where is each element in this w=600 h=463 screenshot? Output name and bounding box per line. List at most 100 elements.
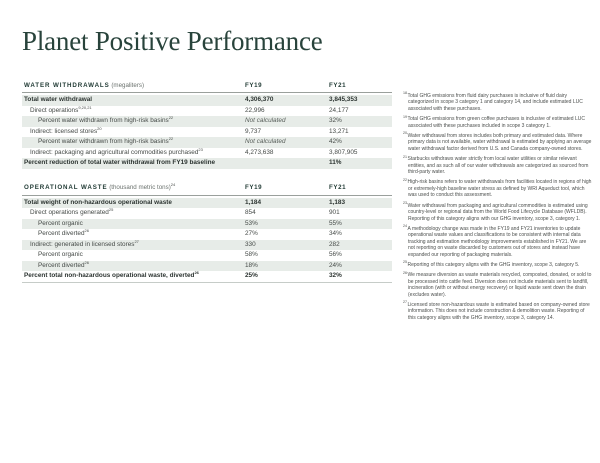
footnote-number: 23	[403, 201, 407, 206]
table-row: Percent reduction of total water withdra…	[22, 158, 392, 169]
table-row: Percent total non-hazardous operational …	[22, 271, 392, 283]
footnote: 25Reporting of this category aligns with…	[403, 260, 580, 268]
table-row: Direct operations generated25 854 901	[22, 208, 392, 219]
row-label: Percent diverted26	[38, 260, 89, 269]
footnote-reference: 26	[84, 260, 89, 265]
table-row: Indirect: packaging and agricultural com…	[22, 148, 392, 159]
table-header-row: OPERATIONAL WASTE (thousand metric tons)…	[22, 183, 392, 196]
footnote-reference: 26	[194, 271, 199, 275]
value-fy19: 58%	[245, 251, 258, 258]
column-header-fy21: FY21	[329, 184, 347, 192]
table-row: Percent organic 58% 56%	[22, 250, 392, 261]
value-fy19: Not calculated	[245, 138, 286, 145]
value-fy19: 9,737	[245, 127, 261, 135]
row-label: Percent organic	[38, 251, 83, 258]
footnotes-column: 18Total GHG emissions from fluid dairy p…	[403, 91, 593, 325]
table-title-caps: OPERATIONAL WASTE	[24, 184, 108, 192]
table-row: Direct operations9,20,21 22,996 24,177	[22, 106, 392, 117]
value-fy19: 27%	[245, 230, 258, 237]
footnote: 21Starbucks withdraws water strictly fro…	[403, 154, 589, 176]
footnote-number: 19	[403, 114, 407, 119]
footnote: 23Water withdrawal from packaging and ag…	[403, 201, 588, 222]
value-fy21: 32%	[329, 117, 342, 124]
table-row: Percent water withdrawn from high-risk b…	[22, 116, 392, 127]
value-fy19: 854	[245, 209, 256, 216]
tables-column: WATER WITHDRAWALS (megaliters) FY19 FY21 To…	[22, 80, 392, 283]
row-label: Direct operations generated25	[30, 208, 114, 216]
value-fy21: 901	[329, 209, 340, 216]
footnote-reference: 27	[134, 239, 139, 244]
value-fy21: 3,845,353	[329, 96, 358, 103]
row-label: Percent reduction of total water withdra…	[24, 159, 216, 166]
footnote-reference: 22	[168, 137, 174, 141]
value-fy21: 24,177	[329, 106, 349, 114]
value-fy21: 55%	[329, 219, 342, 227]
value-fy21: 56%	[329, 251, 342, 258]
value-fy19: 53%	[245, 219, 258, 227]
table-title-caps: WATER WITHDRAWALS	[24, 81, 110, 89]
row-label: Percent diverted26	[38, 229, 89, 237]
footnote-number: 18	[403, 91, 407, 96]
table-title-unit: (megaliters)	[109, 81, 145, 89]
footnote-reference: 22	[168, 116, 174, 120]
table-row: Percent water withdrawn from high-risk b…	[22, 137, 392, 148]
row-label: Indirect: licensed stores20	[30, 126, 102, 135]
value-fy19: 330	[245, 240, 256, 248]
value-fy19: 1,184	[245, 198, 261, 206]
table-title: WATER WITHDRAWALS (megaliters)	[22, 81, 243, 92]
table-row: Percent diverted26 27% 34%	[22, 229, 392, 240]
value-fy21: 24%	[329, 261, 342, 269]
footnote: 18Total GHG emissions from fluid dairy p…	[403, 91, 583, 112]
footnote-reference: 26	[84, 229, 89, 233]
footnote-reference: 24	[170, 183, 176, 188]
page-title: Planet Positive Performance	[22, 26, 323, 56]
footnote: 22High-risk basins refers to water withd…	[403, 177, 592, 199]
value-fy19: 4,273,638	[245, 148, 274, 156]
value-fy21: 13,271	[329, 127, 349, 135]
row-label: Percent water withdrawn from high-risk b…	[38, 116, 174, 124]
column-header-fy21: FY21	[329, 81, 347, 89]
value-fy21: 1,183	[329, 198, 345, 206]
row-label: Total weight of non-hazardous operationa…	[24, 198, 172, 206]
row-label: Total water withdrawal	[24, 96, 93, 103]
value-fy21: 282	[329, 240, 340, 248]
row-label: Indirect: generated in licensed stores27	[30, 239, 139, 248]
row-label: Percent water withdrawn from high-risk b…	[38, 137, 174, 145]
table-row: Percent organic 53% 55%	[22, 218, 392, 229]
value-fy21: 32%	[329, 272, 342, 279]
table-row: Total weight of non-hazardous operationa…	[22, 197, 392, 208]
table-row: Indirect: generated in licensed stores27…	[22, 239, 392, 250]
value-fy21: 42%	[329, 138, 342, 145]
footnote-number: 21	[403, 154, 407, 159]
footnote-reference: 20	[97, 126, 102, 131]
table-title-unit: (thousand metric tons)	[107, 184, 171, 192]
table-header-row: WATER WITHDRAWALS (megaliters) FY19 FY21	[22, 80, 392, 93]
table-operational-waste: OPERATIONAL WASTE (thousand metric tons)…	[22, 183, 392, 283]
footnote-number: 26	[403, 270, 407, 275]
footnote-number: 20	[403, 131, 407, 136]
footnote: 19Total GHG emissions from green coffee …	[403, 114, 585, 129]
table-water-withdrawals: WATER WITHDRAWALS (megaliters) FY19 FY21 To…	[22, 80, 392, 169]
footnote-number: 24	[403, 224, 407, 229]
footnote-number: 22	[403, 177, 407, 182]
value-fy21: 34%	[329, 230, 342, 237]
value-fy19: 4,306,370	[245, 96, 274, 103]
value-fy19: Not calculated	[245, 117, 286, 124]
footnote-number: 27	[403, 300, 407, 305]
value-fy19: 22,996	[245, 106, 265, 114]
footnote-number: 25	[403, 260, 407, 265]
value-fy21: 3,807,905	[329, 148, 358, 156]
column-header-fy19: FY19	[245, 81, 263, 89]
value-fy19: 25%	[245, 272, 258, 279]
footnote: 27Licensed store non-hazardous waste is …	[403, 300, 590, 321]
footnote-reference: 9,20,21	[78, 105, 92, 110]
row-label: Direct operations9,20,21	[30, 105, 92, 114]
row-label: Percent total non-hazardous operational …	[24, 271, 199, 279]
footnote-reference: 23	[198, 147, 203, 152]
footnote: 20Water withdrawal from stores includes …	[403, 131, 592, 152]
value-fy21: 11%	[329, 159, 342, 166]
table-row: Indirect: licensed stores20 9,737 13,271	[22, 127, 392, 138]
row-label: Percent organic	[38, 219, 83, 227]
footnote: 26We measure diversion as waste material…	[403, 270, 592, 298]
